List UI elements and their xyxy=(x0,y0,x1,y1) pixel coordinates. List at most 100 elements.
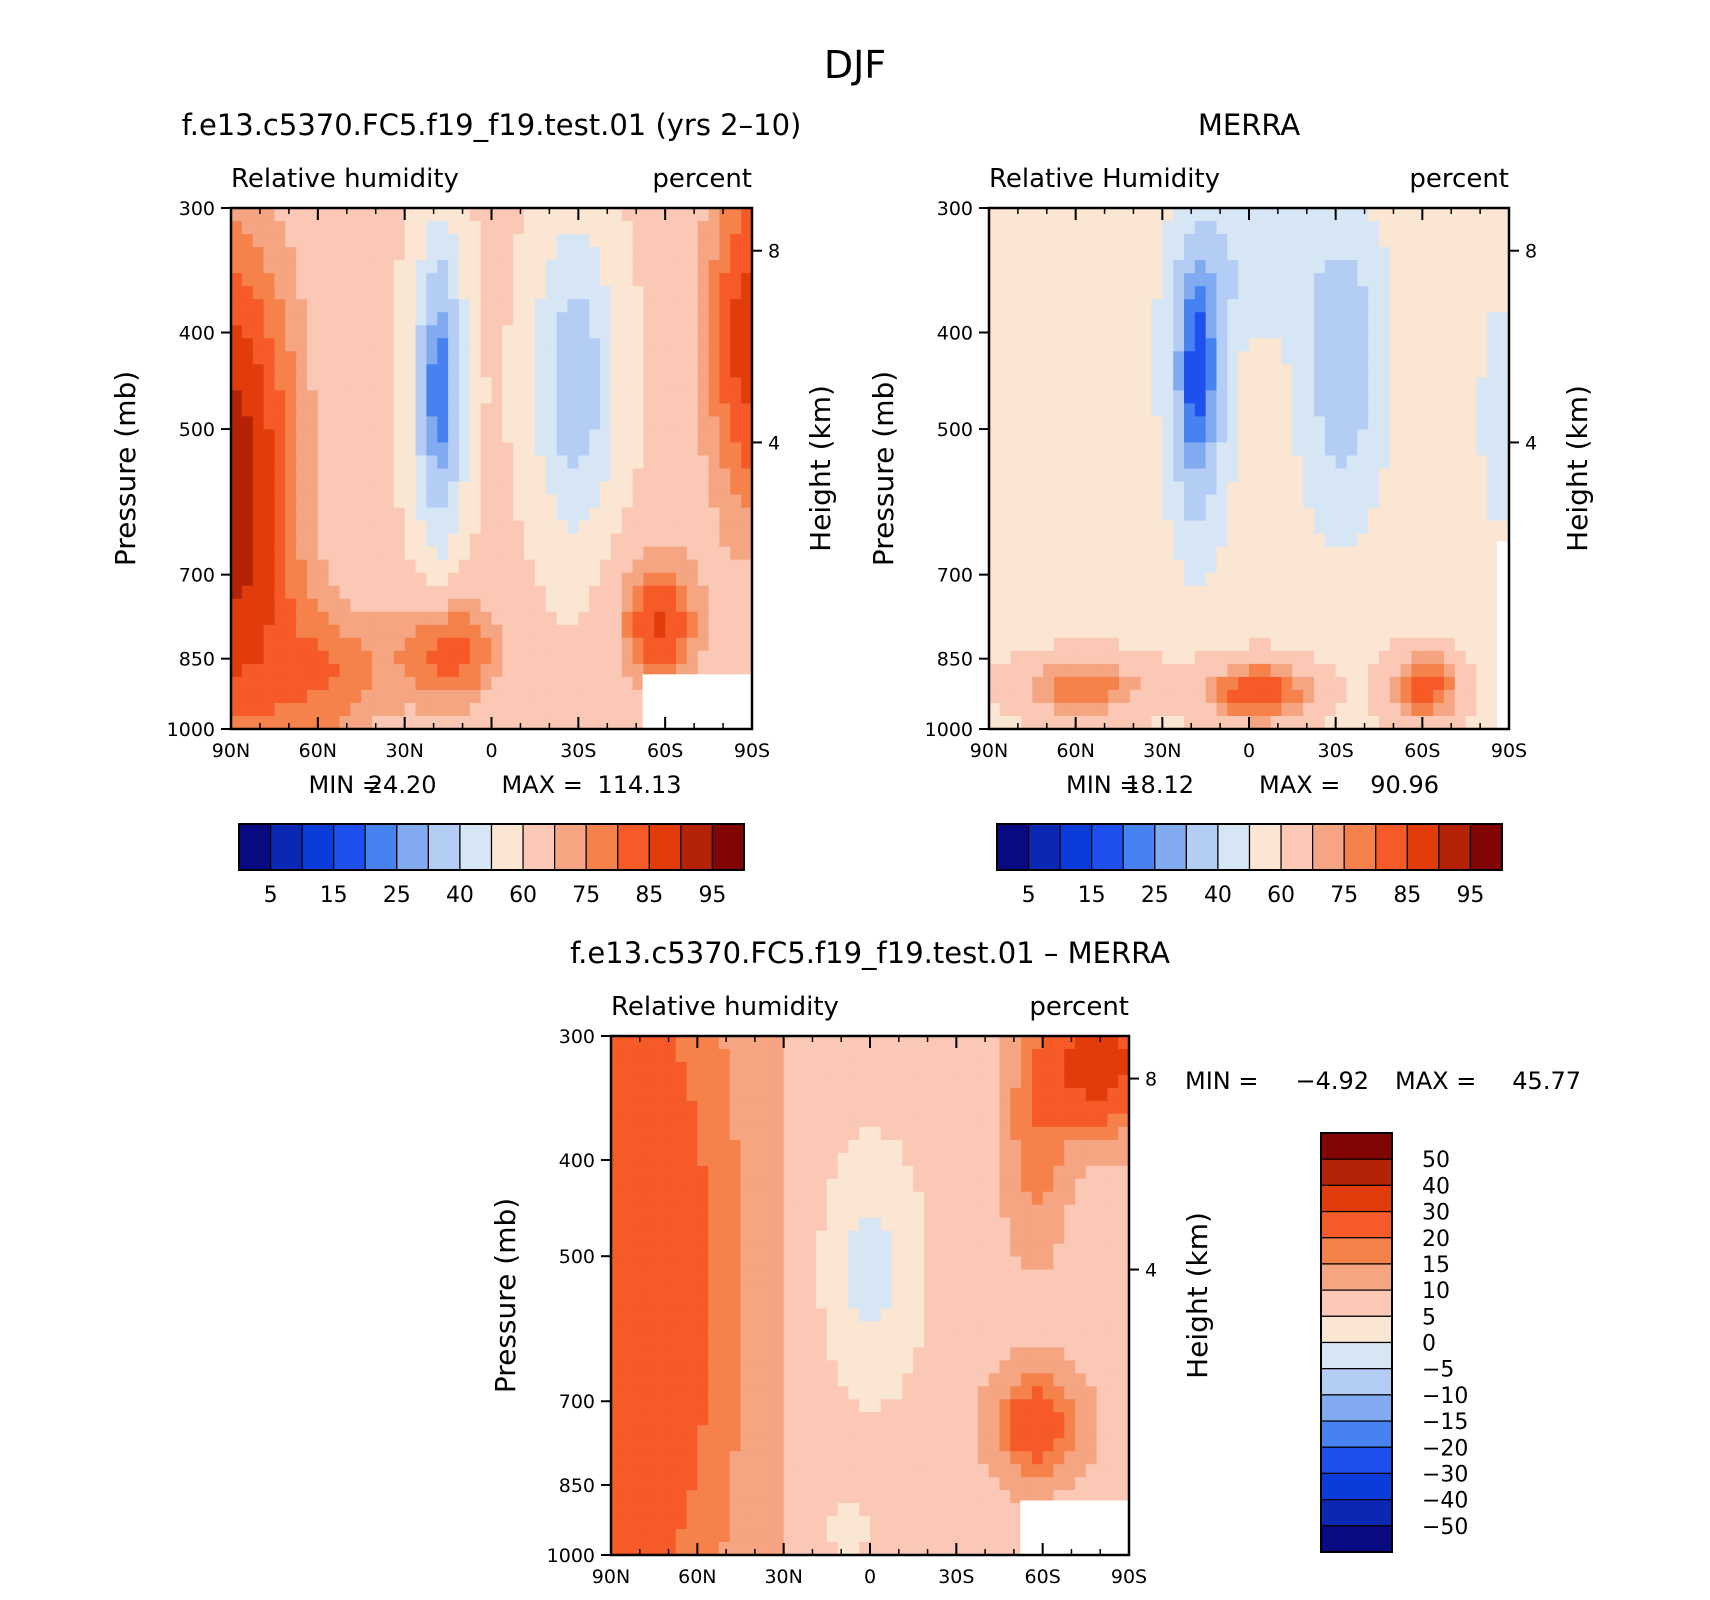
contour-cell xyxy=(317,234,330,248)
contour-cell xyxy=(730,598,742,613)
contour-cell xyxy=(458,650,471,665)
contour-cell xyxy=(1173,611,1185,626)
contour-cell xyxy=(1151,481,1163,496)
contour-cell xyxy=(1433,585,1445,600)
contour-cell xyxy=(1400,338,1413,352)
contour-cell xyxy=(611,1438,623,1452)
contour-cell xyxy=(848,1334,860,1348)
contour-cell xyxy=(837,1243,850,1258)
contour-cell xyxy=(632,1152,644,1167)
contour-cell xyxy=(654,468,666,483)
contour-cell xyxy=(1151,403,1163,418)
contour-cell xyxy=(578,312,590,326)
contour-cell xyxy=(1270,585,1283,600)
contour-cell xyxy=(502,468,514,483)
contour-cell xyxy=(762,1243,774,1258)
contour-cell xyxy=(665,234,677,248)
contour-cell xyxy=(1108,715,1120,730)
contour-cell xyxy=(534,325,547,339)
contour-cell xyxy=(437,559,449,574)
contour-cell xyxy=(816,1191,828,1206)
contour-cell xyxy=(1064,559,1077,574)
contour-cell xyxy=(611,1230,623,1245)
contour-cell xyxy=(1389,208,1402,222)
contour-cell xyxy=(306,234,319,248)
contour-cell xyxy=(1021,208,1033,222)
contour-cell xyxy=(600,611,612,626)
contour-cell xyxy=(1303,325,1315,339)
contour-cell xyxy=(697,364,710,378)
contour-cell xyxy=(708,390,721,404)
contour-cell xyxy=(611,1399,623,1413)
contour-cell xyxy=(675,1360,688,1374)
contour-cell xyxy=(567,637,579,652)
contour-cell xyxy=(1411,533,1423,548)
contour-cell xyxy=(837,1425,850,1439)
contour-cell xyxy=(632,1503,644,1517)
contour-cell xyxy=(719,312,731,326)
contour-cell xyxy=(1227,663,1239,678)
contour-cell xyxy=(1119,442,1131,457)
colorbar-swatch xyxy=(1469,823,1503,871)
contour-cell xyxy=(643,598,655,613)
contour-cell xyxy=(1270,507,1283,522)
contour-cell xyxy=(1227,520,1239,535)
contour-cell xyxy=(1281,559,1293,574)
contour-cell xyxy=(730,494,742,509)
contour-cell xyxy=(1346,637,1358,652)
contour-cell xyxy=(610,429,623,444)
contour-cell xyxy=(675,1048,688,1063)
contour-cell xyxy=(1379,481,1391,496)
contour-cell xyxy=(1097,312,1109,326)
contour-cell xyxy=(1314,702,1326,717)
contour-cell xyxy=(469,494,482,509)
contour-cell xyxy=(1379,429,1391,444)
contour-cell xyxy=(600,351,612,365)
contour-cell xyxy=(480,312,493,326)
contour-cell xyxy=(848,1451,860,1465)
contour-cell xyxy=(1444,390,1456,404)
contour-cell xyxy=(730,611,742,626)
contour-cell xyxy=(1346,663,1358,678)
colorbar-swatch xyxy=(522,823,556,871)
contour-cell xyxy=(1411,624,1423,639)
contour-cell xyxy=(999,377,1012,391)
contour-cell xyxy=(306,624,319,639)
contour-cell xyxy=(1379,611,1391,626)
contour-cell xyxy=(697,507,710,522)
contour-cell xyxy=(600,299,612,313)
contour-cell xyxy=(989,611,1001,626)
contour-cell xyxy=(686,1100,698,1115)
contour-cell xyxy=(1238,572,1250,587)
contour-cell xyxy=(296,403,308,418)
contour-cell xyxy=(783,1386,796,1400)
contour-cell xyxy=(480,390,493,404)
contour-cell xyxy=(610,546,623,561)
contour-cell xyxy=(274,312,286,326)
contour-cell xyxy=(1433,624,1445,639)
contour-cell xyxy=(263,338,276,352)
contour-cell xyxy=(1422,247,1434,261)
contour-cell xyxy=(1108,208,1120,222)
contour-cell xyxy=(480,299,493,313)
contour-cell xyxy=(1043,286,1055,300)
contour-cell xyxy=(458,208,471,222)
contour-cell xyxy=(675,1503,688,1517)
contour-cell xyxy=(339,650,351,665)
contour-cell xyxy=(1433,598,1445,613)
contour-cell xyxy=(718,1490,731,1504)
contour-cell xyxy=(1162,533,1174,548)
contour-cell xyxy=(1184,663,1196,678)
contour-cell xyxy=(1303,676,1315,691)
contour-cell xyxy=(1454,286,1467,300)
contour-cell xyxy=(491,494,503,509)
contour-cell xyxy=(1379,221,1391,235)
min-label: MIN = xyxy=(309,771,382,799)
contour-cell xyxy=(1433,286,1445,300)
contour-cell xyxy=(502,663,514,678)
contour-cell xyxy=(675,1036,688,1050)
contour-cell xyxy=(719,416,731,431)
contour-cell xyxy=(1303,455,1315,470)
contour-cell xyxy=(1389,611,1402,626)
contour-cell xyxy=(1227,338,1239,352)
